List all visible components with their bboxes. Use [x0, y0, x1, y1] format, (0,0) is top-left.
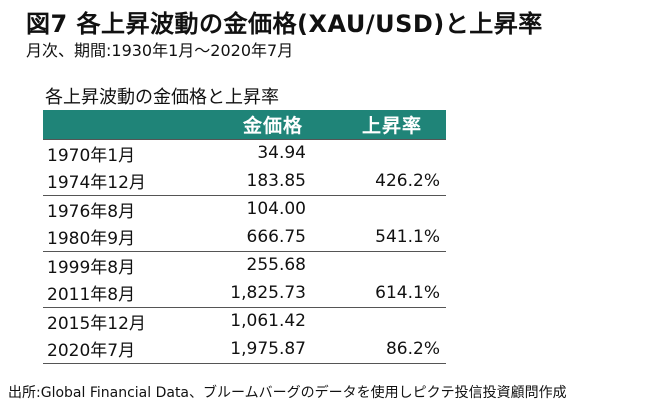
row-date: 2015年12月: [43, 306, 208, 335]
gold-price-table: 金価格 上昇率 1970年1月 34.94 1974年12月 183.85 42…: [43, 110, 446, 364]
figure-title: 図7 各上昇波動の金価格(XAU/USD)と上昇率: [26, 10, 543, 38]
table-row: 1980年9月 666.75 541.1%: [43, 223, 446, 251]
row-rate: 614.1%: [375, 282, 440, 303]
row-rate: 86.2%: [338, 335, 446, 364]
row-rate: [338, 138, 446, 167]
table-row: 2020年7月 1,975.87 86.2%: [43, 335, 446, 364]
table-row: 2015年12月 1,061.42: [43, 306, 446, 335]
table-row: 1976年8月 104.00: [43, 194, 446, 223]
header-gold-price: 金価格: [208, 110, 338, 139]
row-date: 1970年1月: [43, 138, 208, 167]
table-header-row: 金価格 上昇率: [43, 110, 446, 139]
row-rate: [338, 250, 446, 279]
row-date: 1999年8月: [43, 250, 208, 279]
table-row: 1999年8月 255.68: [43, 250, 446, 279]
row-rate: [338, 194, 446, 223]
row-date: 2020年7月: [43, 335, 208, 364]
row-price: 1,975.87: [208, 335, 338, 364]
row-date: 1976年8月: [43, 194, 208, 223]
figure-subtitle: 月次、期間:1930年1月〜2020年7月: [26, 41, 294, 60]
table-row: 1974年12月 183.85 426.2%: [43, 167, 446, 195]
row-price: 183.85: [246, 170, 306, 191]
row-date: 1980年9月: [47, 229, 136, 250]
row-price: 1,825.73: [230, 282, 306, 303]
row-date: 2011年8月: [47, 285, 136, 306]
row-price: 1,061.42: [208, 306, 338, 335]
row-price: 104.00: [208, 194, 338, 223]
row-price: 255.68: [208, 250, 338, 279]
header-period: [43, 110, 208, 139]
table-title: 各上昇波動の金価格と上昇率: [45, 87, 279, 108]
row-date: 1974年12月: [47, 173, 146, 194]
row-rate: 426.2%: [375, 170, 440, 191]
row-rate: [338, 306, 446, 335]
row-rate: 541.1%: [375, 226, 440, 247]
source-note: 出所:Global Financial Data、ブルームバーグのデータを使用し…: [8, 385, 567, 401]
table-row: 1970年1月 34.94: [43, 138, 446, 167]
row-price: 666.75: [246, 226, 306, 247]
header-rise-rate: 上昇率: [338, 110, 446, 139]
table-row: 2011年8月 1,825.73 614.1%: [43, 279, 446, 307]
row-price: 34.94: [208, 138, 338, 167]
